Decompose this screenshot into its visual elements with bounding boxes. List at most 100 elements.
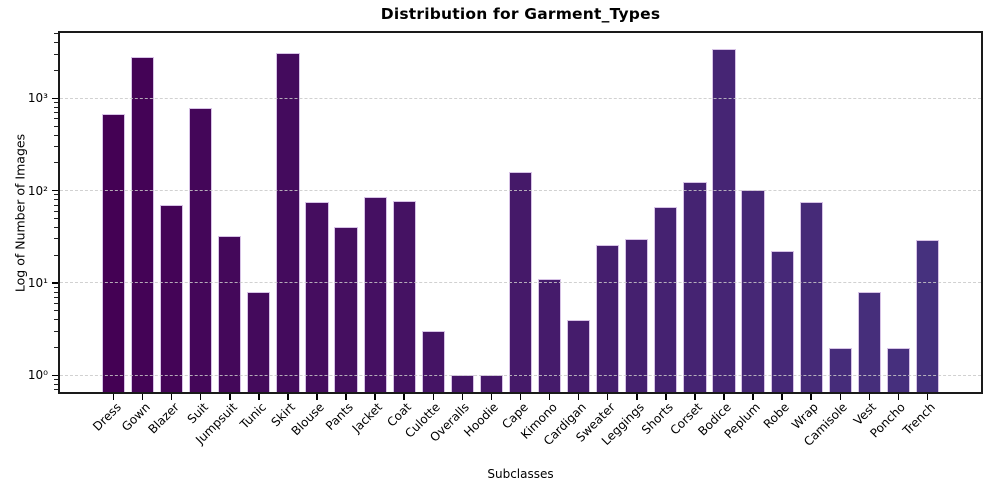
y-minor-tick (54, 226, 58, 228)
bar-tunic (247, 292, 271, 392)
x-tick (403, 394, 405, 400)
x-tick (665, 394, 667, 400)
x-tick (258, 394, 260, 400)
y-major-tick (52, 282, 58, 284)
x-tick (810, 394, 812, 400)
y-minor-tick (54, 310, 58, 312)
y-minor-tick (54, 286, 58, 288)
bar-shorts (654, 206, 678, 392)
x-tick (926, 394, 929, 400)
y-minor-tick (54, 106, 58, 108)
x-tick (519, 394, 522, 400)
bar-blazer (160, 205, 184, 392)
y-minor-tick (54, 383, 58, 385)
y-minor-tick (54, 330, 58, 332)
plot-area: Dress Gown Blazer Suit Jumpsuit Tunic Skirt Blo… (28, 31, 983, 449)
y-major-tick (52, 189, 58, 192)
bar-jacket (363, 197, 387, 392)
x-tick (229, 394, 231, 400)
y-minor-tick (54, 33, 58, 35)
y-tick-label: 10⁰ (27, 368, 48, 383)
x-tick (839, 394, 842, 400)
chart-title: Distribution for Garment_Types (380, 5, 661, 23)
bar-trench (915, 240, 940, 392)
x-tick (170, 394, 173, 400)
x-tick (141, 394, 144, 400)
x-tick (287, 394, 289, 400)
y-minor-tick (54, 291, 58, 293)
y-minor-tick (54, 296, 58, 298)
gridline (60, 282, 981, 284)
gridline (60, 189, 981, 191)
bar-bodice (712, 49, 736, 392)
x-tick (897, 394, 900, 400)
y-minor-tick (54, 70, 58, 71)
y-minor-tick (54, 204, 58, 206)
y-minor-tick (54, 134, 58, 136)
bar-leggings (625, 238, 649, 392)
y-minor-tick (54, 389, 58, 391)
y-minor-tick (54, 199, 58, 201)
y-minor-tick (54, 53, 58, 55)
bar-gown (130, 57, 155, 392)
y-minor-tick (54, 347, 58, 348)
bar-kimono (537, 279, 562, 392)
bar-poncho (886, 347, 911, 392)
bar-robe (770, 251, 794, 392)
y-minor-tick (54, 319, 58, 321)
x-tick (345, 394, 347, 400)
bar-corset (683, 181, 707, 392)
x-tick (636, 394, 638, 400)
x-tick (868, 394, 871, 400)
y-tick-label: 10³ (27, 91, 48, 106)
bar-culotte (421, 331, 445, 392)
bar-cape (508, 171, 533, 392)
x-tick (694, 394, 696, 400)
gridline (60, 97, 981, 99)
x-tick (577, 394, 580, 400)
x-tick (461, 394, 464, 400)
x-tick (432, 394, 435, 400)
x-tick (606, 394, 609, 400)
y-minor-tick (54, 118, 58, 120)
x-tick (490, 394, 493, 400)
y-minor-tick (54, 210, 58, 212)
y-tick-label: 10² (27, 183, 48, 198)
x-tick (723, 394, 725, 400)
gridline (60, 374, 981, 376)
bar-camisole (828, 347, 852, 392)
y-minor-tick (54, 102, 58, 104)
bar-vest (857, 292, 881, 392)
bar-suit (189, 108, 213, 392)
bar-skirt (276, 53, 300, 392)
y-minor-tick (54, 112, 58, 114)
y-major-tick (52, 374, 58, 377)
y-minor-tick (54, 162, 58, 164)
y-minor-tick (54, 42, 58, 44)
y-minor-tick (54, 146, 58, 148)
x-tick (112, 394, 115, 400)
x-tick (548, 394, 551, 400)
y-major-tick (52, 97, 58, 100)
bar-pants (334, 227, 358, 392)
bar-dress (101, 113, 126, 392)
bar-coat (392, 200, 416, 392)
x-tick (316, 394, 318, 400)
bar-overalls (450, 375, 474, 392)
x-axis-label: Subclasses (487, 467, 554, 481)
x-tick (374, 394, 376, 400)
y-minor-tick (54, 125, 58, 127)
y-minor-tick (54, 379, 58, 381)
bar-blouse (305, 201, 329, 392)
bar-hoodie (479, 375, 504, 392)
bar-cardigan (567, 319, 591, 392)
bar-peplum (741, 190, 765, 392)
y-minor-tick (54, 238, 58, 240)
bar-wrap (799, 201, 823, 392)
x-tick (781, 394, 783, 400)
y-minor-tick (54, 303, 58, 304)
y-tick-label: 10¹ (27, 276, 48, 290)
x-tick (752, 394, 754, 400)
bar-jumpsuit (218, 236, 242, 392)
